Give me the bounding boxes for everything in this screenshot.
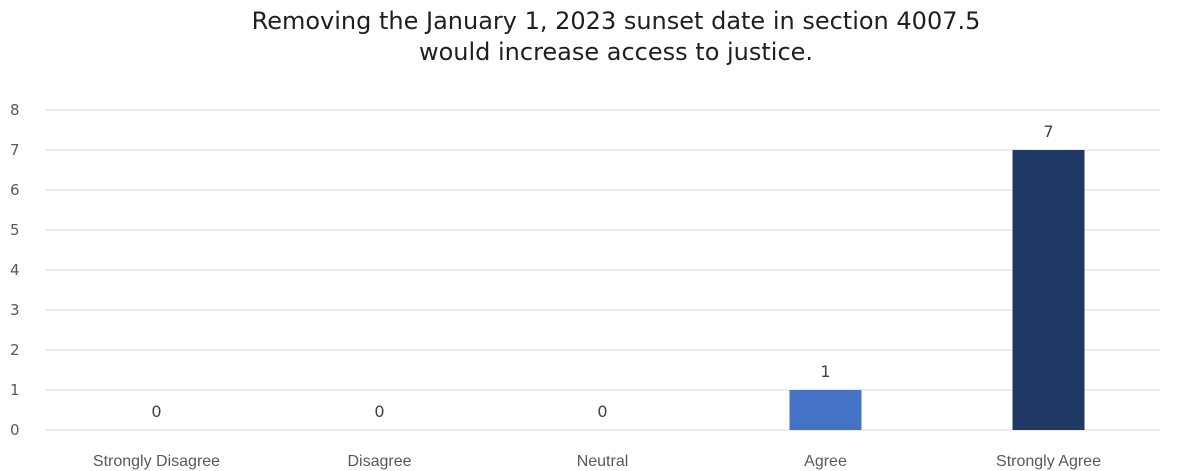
y-tick-label: 5 xyxy=(10,221,20,239)
gridlines xyxy=(45,109,1160,431)
chart-title-line-2: would increase access to justice. xyxy=(418,38,814,66)
y-tick-label: 2 xyxy=(10,341,20,359)
x-category-label: Agree xyxy=(804,453,847,470)
y-tick-label: 6 xyxy=(10,181,20,199)
chart-title: Removing the January 1, 2023 sunset date… xyxy=(0,6,1182,68)
y-tick-label: 1 xyxy=(10,381,20,399)
x-category-label: Disagree xyxy=(347,453,411,470)
bar-strongly-agree xyxy=(1012,150,1085,430)
y-tick-label: 3 xyxy=(10,301,20,319)
x-category-label: Strongly Agree xyxy=(996,453,1101,470)
data-labels: 0 0 0 1 7 xyxy=(151,122,1053,421)
x-category-label: Strongly Disagree xyxy=(93,453,220,470)
x-category-label: Neutral xyxy=(577,453,629,470)
bar-agree xyxy=(789,390,862,430)
y-tick-label: 0 xyxy=(10,421,20,439)
y-tick-label: 4 xyxy=(10,261,20,279)
data-label: 0 xyxy=(374,402,384,421)
data-label: 1 xyxy=(820,362,830,381)
data-label: 7 xyxy=(1043,122,1053,141)
y-axis: 0 1 2 3 4 5 6 7 8 xyxy=(10,101,20,439)
y-tick-label: 8 xyxy=(10,101,20,119)
x-axis: Strongly Disagree Disagree Neutral Agree Str… xyxy=(93,453,1101,470)
chart-title-line-1: Removing the January 1, 2023 sunset date… xyxy=(251,7,981,35)
bars xyxy=(789,150,1085,430)
data-label: 0 xyxy=(151,402,161,421)
y-tick-label: 7 xyxy=(10,141,20,159)
data-label: 0 xyxy=(597,402,607,421)
